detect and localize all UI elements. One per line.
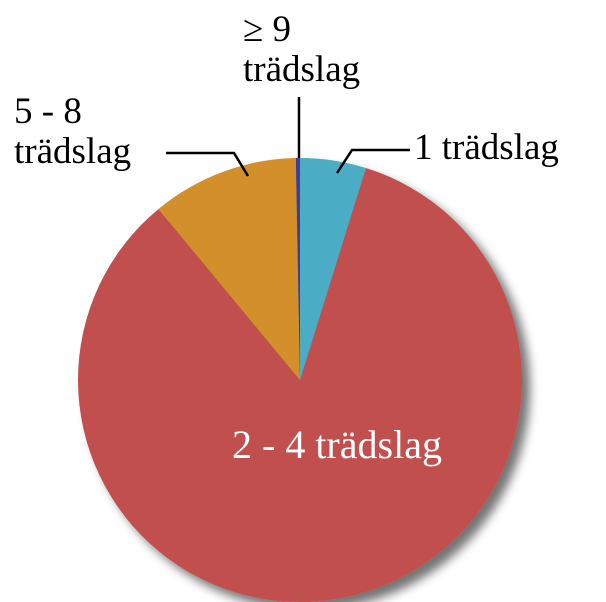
pie-slice [158,158,300,380]
slice-label: 2 - 4 trädslag [232,422,442,467]
slice-label: 1 trädslag [414,127,559,168]
pie [78,158,523,602]
pie-slice [295,158,300,380]
slice-label: 5 - 8 trädslag [14,91,132,172]
leader-line [335,148,410,174]
leader-lines [166,97,410,177]
pie-slice [78,168,523,602]
slice-label: ≥ 9 trädslag [243,9,361,90]
pie-slice [300,158,366,380]
leader-line [166,151,250,177]
